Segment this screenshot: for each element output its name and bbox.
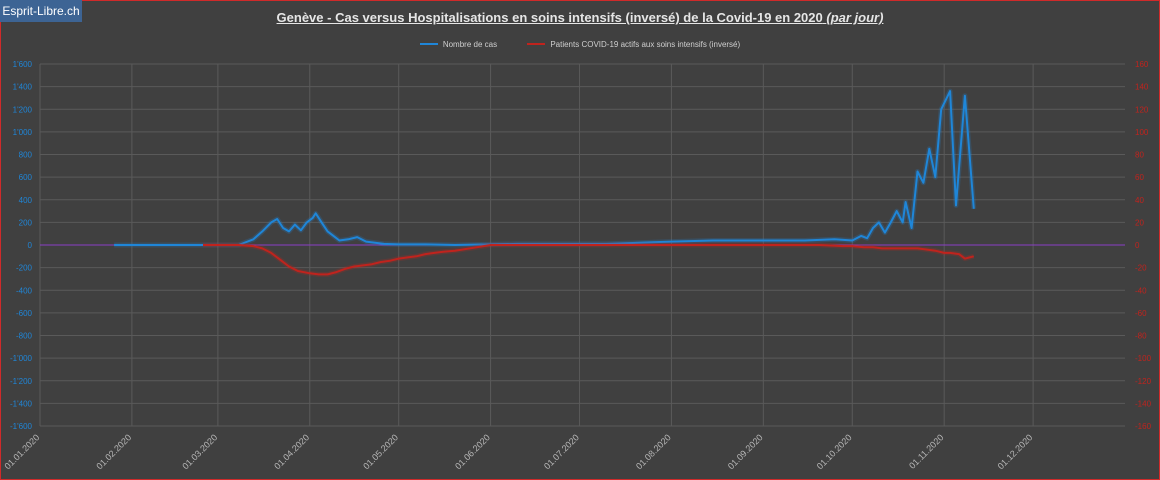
y-left-tick-label: 600 [19, 173, 33, 182]
chart-title-text: Genève - Cas versus Hospitalisations en … [276, 10, 823, 25]
x-tick-label: 01.03.2020 [180, 432, 219, 471]
y-left-tick-label: -1'200 [10, 377, 33, 386]
y-left-tick-label: -600 [16, 309, 33, 318]
x-tick-label: 01.04.2020 [272, 432, 311, 471]
y-right-tick-label: 60 [1135, 173, 1144, 182]
y-left-tick-label: -1'400 [10, 399, 33, 408]
y-left-tick-label: 1'200 [13, 105, 33, 114]
y-right-tick-label: -40 [1135, 286, 1147, 295]
legend-item-icu: Patients COVID-19 actifs aux soins inten… [527, 40, 740, 49]
y-right-tick-label: 0 [1135, 241, 1140, 250]
y-right-tick-label: -160 [1135, 422, 1152, 431]
site-watermark: Esprit-Libre.ch [0, 0, 82, 22]
y-left-tick-label: 0 [28, 241, 33, 250]
y-left-tick-label: 800 [19, 151, 33, 160]
chart-subtitle: (par jour) [826, 10, 884, 25]
y-left-tick-label: 1'000 [13, 128, 33, 137]
icu-series-glow [203, 242, 975, 277]
chart-title: Genève - Cas versus Hospitalisations en … [0, 10, 1160, 25]
y-right-tick-label: 140 [1135, 83, 1149, 92]
cases-series-line [114, 90, 975, 246]
legend-label-icu: Patients COVID-19 actifs aux soins inten… [550, 39, 741, 49]
y-right-tick-label: -80 [1135, 332, 1147, 341]
legend-swatch-icu [527, 43, 546, 45]
y-right-tick-label: -120 [1135, 377, 1152, 386]
x-tick-label: 01.07.2020 [542, 432, 581, 471]
y-left-tick-label: -800 [16, 332, 33, 341]
y-right-tick-label: 40 [1135, 196, 1144, 205]
x-tick-label: 01.06.2020 [453, 432, 492, 471]
y-right-tick-label: -100 [1135, 354, 1152, 363]
y-right-tick-label: 160 [1135, 60, 1149, 69]
y-right-tick-label: -60 [1135, 309, 1147, 318]
x-tick-label: 01.12.2020 [996, 432, 1035, 471]
y-left-tick-label: 1'600 [13, 60, 33, 69]
y-left-tick-label: -200 [16, 264, 33, 273]
legend-label-cases: Nombre de cas [442, 39, 498, 49]
y-left-tick-label: -1'600 [10, 422, 33, 431]
x-tick-label: 01.10.2020 [815, 432, 854, 471]
y-right-tick-label: -20 [1135, 264, 1147, 273]
x-tick-label: 01.02.2020 [94, 432, 133, 471]
x-tick-label: 01.11.2020 [907, 432, 945, 470]
y-right-tick-label: 20 [1135, 218, 1144, 227]
y-right-tick-label: 100 [1135, 128, 1149, 137]
y-left-tick-label: 200 [19, 218, 33, 227]
legend-swatch-cases [419, 43, 438, 45]
legend-item-cases: Nombre de cas [419, 39, 498, 49]
y-left-tick-label: 1'400 [13, 83, 33, 92]
chart-legend: Nombre de cas Patients COVID-19 actifs a… [0, 38, 1160, 49]
x-tick-label: 01.09.2020 [726, 432, 765, 471]
y-left-tick-label: -1'000 [10, 354, 33, 363]
icu-series-line [203, 244, 975, 276]
x-tick-label: 01.08.2020 [634, 432, 673, 471]
y-left-tick-label: 400 [19, 196, 33, 205]
x-tick-label: 01.05.2020 [361, 432, 400, 471]
y-right-tick-label: -140 [1135, 399, 1152, 408]
y-right-tick-label: 80 [1135, 151, 1144, 160]
y-left-tick-label: -400 [16, 286, 33, 295]
x-tick-label: 01.01.2020 [2, 432, 41, 471]
y-right-tick-label: 120 [1135, 105, 1149, 114]
